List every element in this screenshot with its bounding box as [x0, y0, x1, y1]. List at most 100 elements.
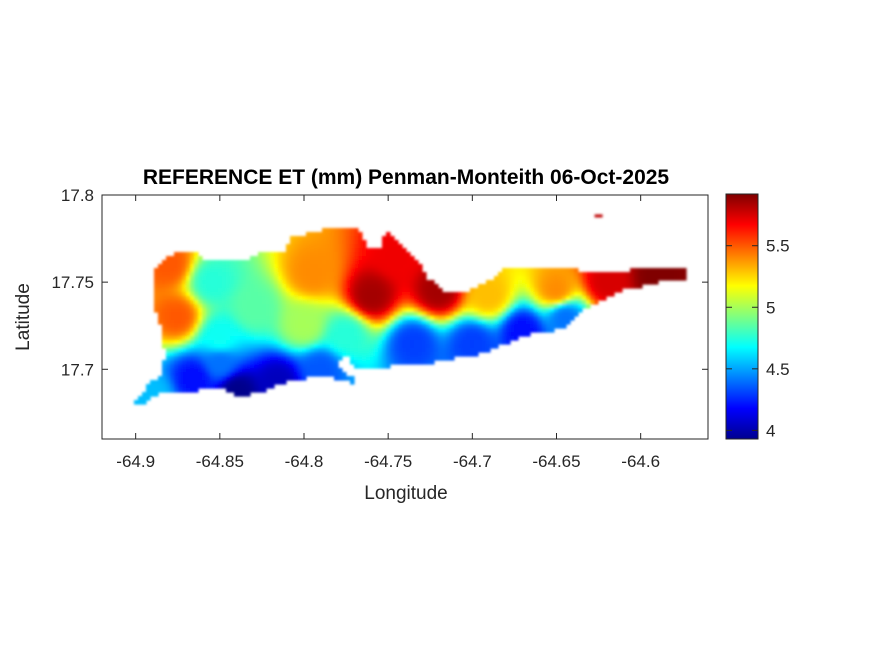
heatmap-cell [350, 252, 355, 257]
heatmap-cell [514, 332, 519, 337]
x-tick-label: -64.7 [453, 452, 492, 471]
heatmap-cell [242, 308, 247, 313]
heatmap-cell [286, 336, 291, 341]
heatmap-cell [154, 388, 159, 393]
heatmap-cell [550, 300, 555, 305]
heatmap-cell [170, 364, 175, 369]
heatmap-cell [494, 328, 499, 333]
heatmap-cell [630, 284, 635, 289]
heatmap-cell [190, 356, 195, 361]
heatmap-cell [434, 312, 439, 317]
heatmap-cell [314, 360, 319, 365]
heatmap-cell [554, 272, 559, 277]
heatmap-cell [350, 324, 355, 329]
heatmap-cell [174, 284, 179, 289]
heatmap-cell [402, 328, 407, 333]
heatmap-cell [506, 296, 511, 301]
heatmap-cell [338, 248, 343, 253]
heatmap-cell [278, 376, 283, 381]
heatmap-cell [454, 328, 459, 333]
heatmap-cell [422, 328, 427, 333]
heatmap-cell [262, 252, 267, 257]
heatmap-cell [374, 300, 379, 305]
heatmap-cell [490, 312, 495, 317]
heatmap-cell [490, 304, 495, 309]
heatmap-cell [234, 344, 239, 349]
heatmap-cell [410, 308, 415, 313]
heatmap-cell [274, 332, 279, 337]
heatmap-cell [562, 288, 567, 293]
heatmap-cell [562, 276, 567, 281]
heatmap-cell [346, 248, 351, 253]
heatmap-cell [322, 244, 327, 249]
heatmap-cell [450, 340, 455, 345]
heatmap-cell [502, 312, 507, 317]
heatmap-cell [430, 352, 435, 357]
heatmap-cell [154, 276, 159, 281]
heatmap-cell [602, 292, 607, 297]
heatmap-cell [362, 256, 367, 261]
heatmap-cell [266, 336, 271, 341]
heatmap-cell [422, 284, 427, 289]
heatmap-cell [426, 352, 431, 357]
heatmap-cell [246, 392, 251, 397]
heatmap-cell [438, 352, 443, 357]
heatmap-cell [482, 340, 487, 345]
heatmap-cell [522, 316, 527, 321]
x-tick-label: -64.9 [116, 452, 155, 471]
heatmap-cell [190, 372, 195, 377]
heatmap-cell [354, 320, 359, 325]
heatmap-cell [386, 240, 391, 245]
heatmap-cell [310, 356, 315, 361]
heatmap-cell [346, 264, 351, 269]
heatmap-cell [286, 276, 291, 281]
heatmap-cell [522, 320, 527, 325]
heatmap-cell [314, 320, 319, 325]
heatmap-cell [446, 320, 451, 325]
heatmap-cell [378, 268, 383, 273]
heatmap-cell [498, 332, 503, 337]
heatmap-cell [190, 340, 195, 345]
heatmap-cell [278, 336, 283, 341]
heatmap-cell [286, 328, 291, 333]
heatmap-cell [234, 260, 239, 265]
heatmap-cell [246, 332, 251, 337]
heatmap-cell [506, 276, 511, 281]
heatmap-cell [334, 352, 339, 357]
heatmap-cell [566, 300, 571, 305]
heatmap-cell [486, 340, 491, 345]
heatmap-cell [382, 276, 387, 281]
heatmap-cell [186, 352, 191, 357]
heatmap-cell [386, 268, 391, 273]
heatmap-cell [242, 292, 247, 297]
heatmap-cell [186, 372, 191, 377]
heatmap-cell [546, 268, 551, 273]
heatmap-cell [270, 288, 275, 293]
heatmap-cell [462, 336, 467, 341]
heatmap-cell [254, 296, 259, 301]
heatmap-cell [394, 256, 399, 261]
heatmap-cell [378, 264, 383, 269]
heatmap-cell [226, 344, 231, 349]
heatmap-cell [354, 360, 359, 365]
heatmap-cell [266, 260, 271, 265]
heatmap-cell [314, 368, 319, 373]
heatmap-cell [338, 376, 343, 381]
heatmap-cell [382, 288, 387, 293]
heatmap-cell [590, 284, 595, 289]
heatmap-cell [354, 324, 359, 329]
heatmap-cell [370, 296, 375, 301]
heatmap-cell [502, 288, 507, 293]
heatmap-cell [466, 348, 471, 353]
heatmap-cell [310, 360, 315, 365]
heatmap-cell [442, 344, 447, 349]
heatmap-cell [202, 376, 207, 381]
heatmap-cell [522, 328, 527, 333]
heatmap-cell [366, 280, 371, 285]
heatmap-cell [178, 276, 183, 281]
heatmap-cell [542, 288, 547, 293]
heatmap-cell [570, 304, 575, 309]
chart-title: REFERENCE ET (mm) Penman-Monteith 06-Oct… [143, 166, 670, 189]
heatmap-cell [414, 284, 419, 289]
heatmap-cell [186, 324, 191, 329]
